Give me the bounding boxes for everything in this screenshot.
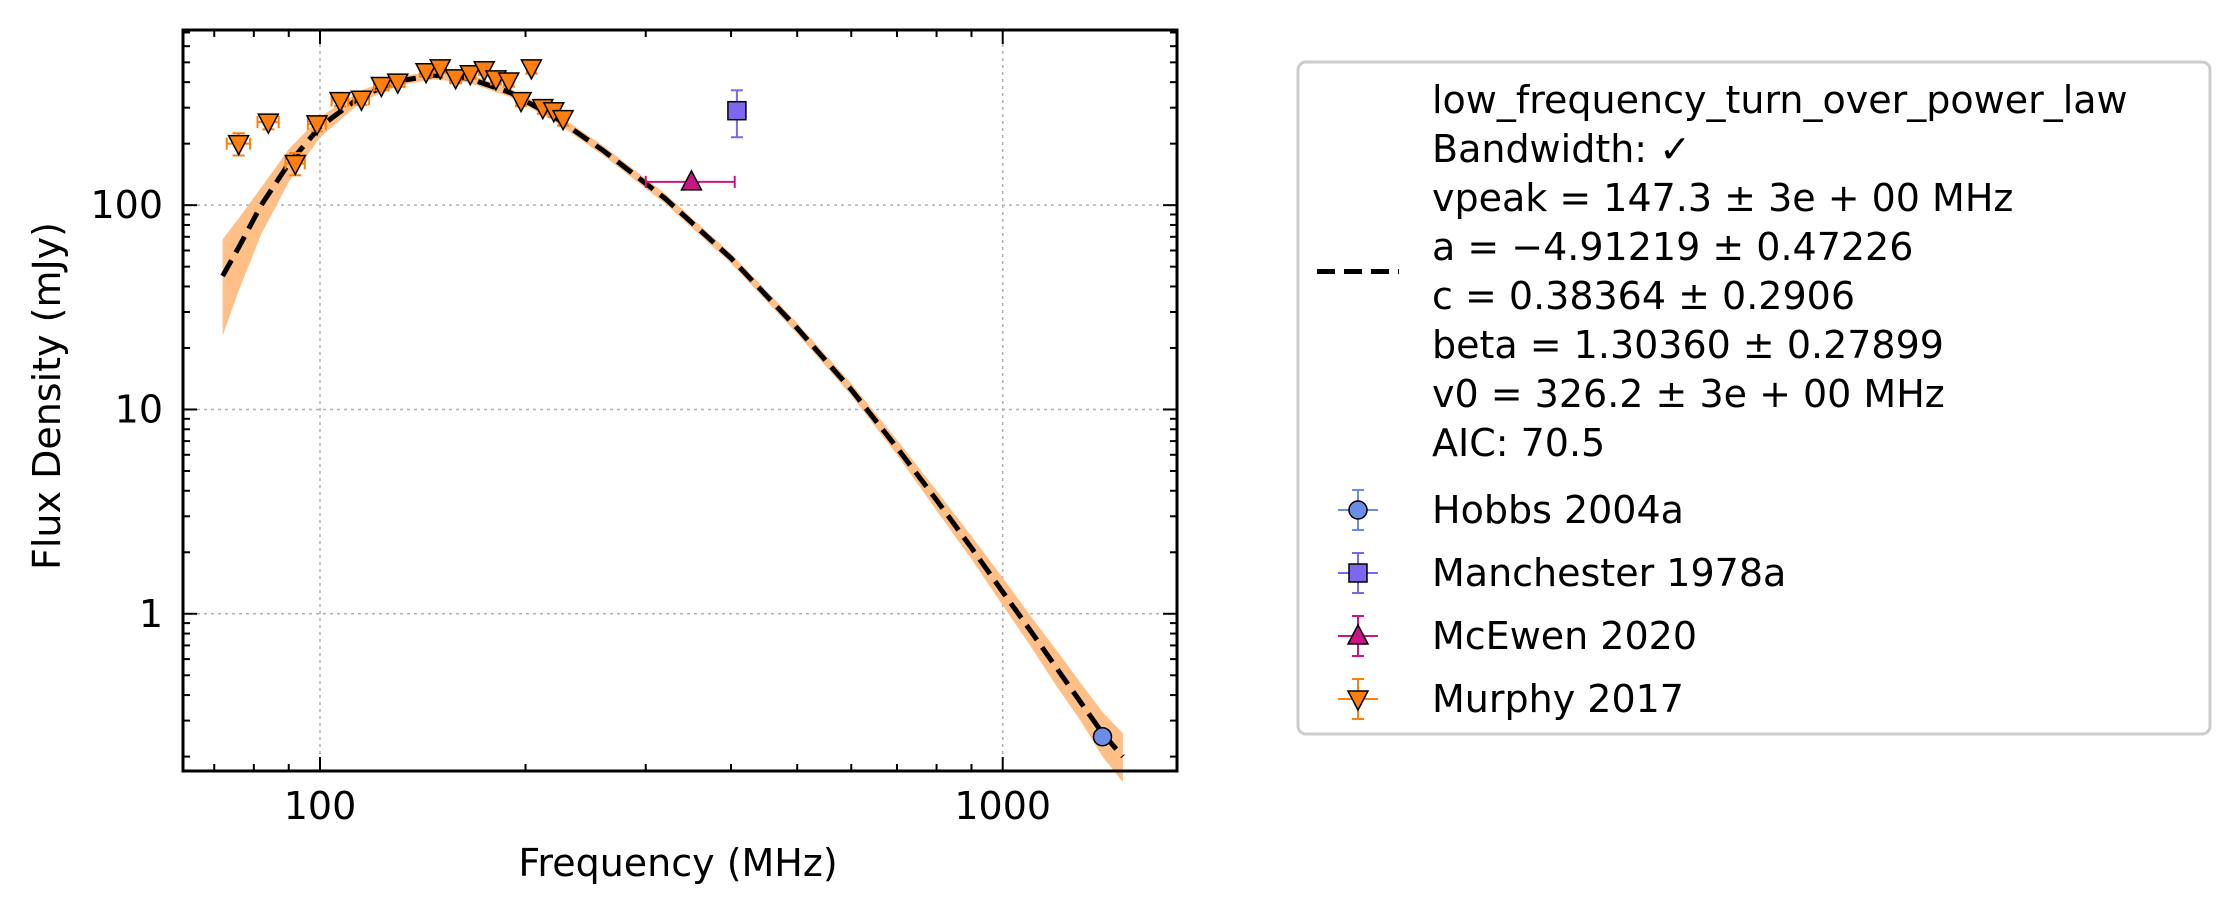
- x-tick-label: 100: [284, 784, 357, 828]
- fit-uncertainty-band-layer: [222, 71, 1123, 783]
- legend-hobbs-2004a-label: Hobbs 2004a: [1432, 488, 1684, 532]
- murphy-2017-data-point: [509, 91, 533, 114]
- legend-series-entries: Hobbs 2004a Manchester 1978a McEwen 2020 Mu…: [1338, 488, 1786, 721]
- y-axis-label: Flux Density (mJy): [25, 222, 69, 570]
- murphy-2017-data-point: [444, 69, 467, 91]
- legend-fit-text-line: v0 = 326.2 ± 3e + 00 MHz: [1432, 372, 1945, 416]
- marker-layer: [227, 59, 1113, 747]
- legend-fit-text-line: low_frequency_turn_over_power_law: [1432, 78, 2128, 122]
- murphy-2017-data-point: [370, 76, 393, 99]
- murphy-2017-data-point: [328, 91, 352, 114]
- x-tick-label: 1000: [954, 784, 1051, 828]
- murphy-2017-data-point: [350, 90, 373, 112]
- axis-ticks: [183, 30, 1177, 771]
- legend-fit-text-line: beta = 1.30360 ± 0.27899: [1432, 323, 1944, 367]
- legend: low_frequency_turn_over_power_law Bandwid…: [1296, 60, 2212, 736]
- legend-fit-text-line: c = 0.38364 ± 0.2906: [1432, 274, 1855, 318]
- murphy-2017-data-point: [520, 59, 543, 81]
- murphy-2017-data-point: [459, 64, 482, 87]
- legend-fit-text-line: vpeak = 147.3 ± 3e + 00 MHz: [1432, 176, 2013, 220]
- legend-fit-entry: low_frequency_turn_over_power_law Bandwid…: [1317, 78, 2128, 465]
- manchester-1978a-data-point: [727, 100, 747, 121]
- legend-fit-text-line: AIC: 70.5: [1432, 421, 1605, 465]
- murphy-2017-data-point: [551, 109, 575, 132]
- legend-hobbs-2004a-marker: [1348, 500, 1368, 520]
- y-tick-label: 100: [90, 183, 163, 227]
- hobbs-2004a-data-point: [1092, 727, 1113, 747]
- murphy-2017-data-point: [257, 113, 280, 135]
- mcewen-2020-data-point: [680, 169, 703, 191]
- legend-box: [1296, 60, 2212, 736]
- murphy-2017-data-point: [305, 115, 329, 137]
- y-tick-label: 10: [115, 387, 163, 431]
- legend-fit-text-line: a = −4.91219 ± 0.47226: [1432, 225, 1913, 269]
- x-axis-label: Frequency (MHz): [518, 841, 837, 885]
- murphy-2017-data-point: [284, 154, 307, 177]
- legend-mcewen-2020-marker: [1346, 623, 1370, 645]
- tick-labels: 100 1000 1 10 100: [90, 183, 1051, 828]
- murphy-2017-data-point: [497, 72, 520, 94]
- legend-murphy-2017-marker: [1346, 690, 1370, 712]
- legend-fit-text-line: Bandwidth: ✓: [1432, 127, 1691, 171]
- legend-manchester-1978a-marker: [1348, 563, 1368, 583]
- y-tick-label: 1: [139, 592, 163, 636]
- murphy-2017-data-point: [414, 62, 438, 85]
- plot-frame: [181, 28, 1179, 773]
- fit-uncertainty-band: [222, 71, 1123, 783]
- murphy-2017-data-point: [386, 73, 410, 95]
- murphy-2017-data-point: [227, 134, 250, 157]
- legend-murphy-2017-label: Murphy 2017: [1432, 677, 1684, 721]
- plot-area: 100 1000 1 10 100: [90, 28, 1179, 828]
- legend-manchester-1978a-label: Manchester 1978a: [1432, 551, 1786, 595]
- legend-mcewen-2020-label: McEwen 2020: [1432, 614, 1697, 658]
